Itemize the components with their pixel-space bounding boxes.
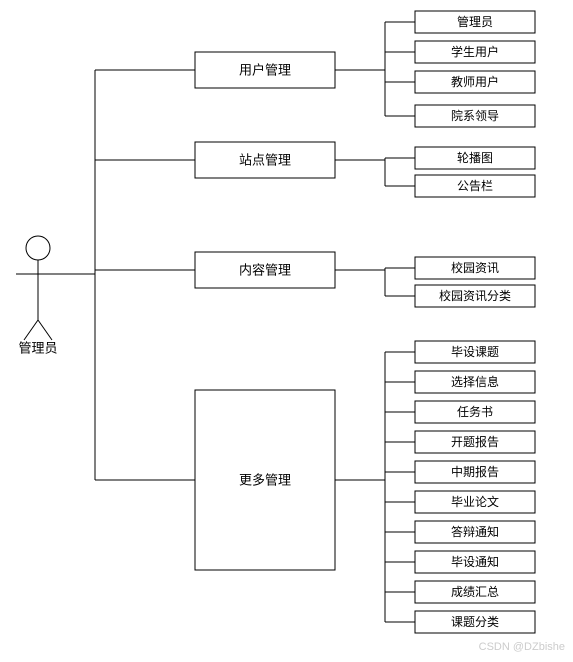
leaf-label: 轮播图 [457, 151, 493, 165]
leaf-label: 任务书 [457, 404, 493, 419]
leaf-label: 选择信息 [451, 374, 499, 389]
leaf-label: 毕设通知 [451, 555, 499, 569]
leaf-label: 成绩汇总 [451, 585, 499, 599]
diagram-root: 管理员用户管理管理员学生用户教师用户院系领导站点管理轮播图公告栏内容管理校园资讯… [0, 0, 573, 657]
leaf-label: 教师用户 [451, 74, 499, 89]
leaf-label: 课题分类 [451, 615, 499, 629]
leaf-label: 学生用户 [451, 44, 499, 59]
mid-label: 用户管理 [239, 63, 291, 78]
mid-label: 站点管理 [239, 153, 291, 168]
leaf-label: 毕业论文 [451, 494, 499, 509]
leaf-label: 校园资讯分类 [439, 288, 511, 303]
mid-label: 内容管理 [239, 263, 291, 278]
mid-label: 更多管理 [239, 473, 291, 488]
leaf-label: 院系领导 [451, 109, 499, 123]
watermark: CSDN @DZbishe [479, 641, 565, 653]
leaf-label: 毕设课题 [451, 345, 499, 359]
leaf-label: 管理员 [457, 14, 493, 29]
leaf-label: 公告栏 [457, 178, 493, 193]
leaf-label: 答辩通知 [451, 524, 499, 539]
leaf-label: 校园资讯 [451, 260, 499, 275]
actor-head [26, 236, 50, 260]
tree-diagram: 管理员用户管理管理员学生用户教师用户院系领导站点管理轮播图公告栏内容管理校园资讯… [0, 0, 573, 657]
actor-label: 管理员 [18, 341, 57, 356]
leaf-label: 中期报告 [451, 464, 499, 479]
leaf-label: 开题报告 [451, 434, 499, 449]
